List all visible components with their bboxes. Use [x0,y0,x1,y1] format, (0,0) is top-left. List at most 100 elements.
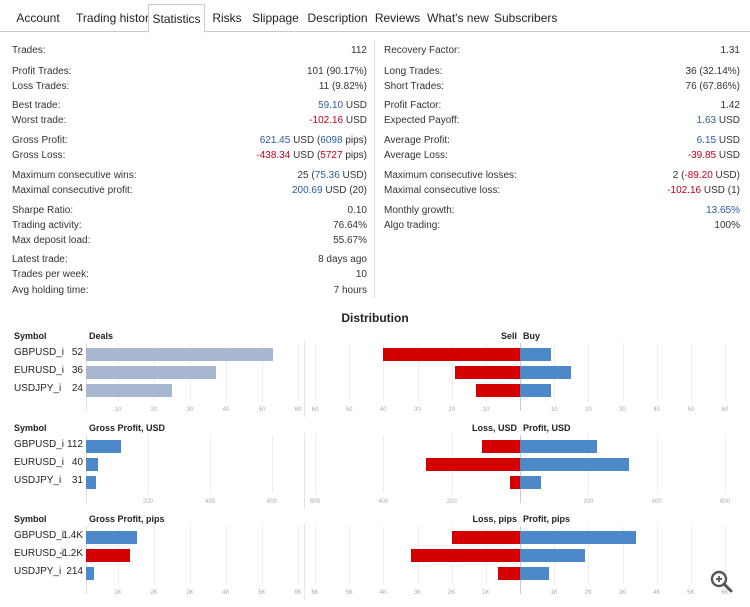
left-chart-title: Gross Profit, USD [89,423,166,433]
gridline [690,526,692,584]
stat-row: Recovery Factor: 1.31 [384,44,740,58]
symbol-count: -1.2K [59,548,83,559]
right-tick-label: 5K [345,590,353,596]
gridline [298,343,299,401]
gridline [148,435,149,493]
tab-slippage[interactable]: Slippage [252,11,299,25]
gridline [725,526,726,584]
right-tick-label: 10 [550,407,558,413]
stat-label: Maximal consecutive profit: [12,185,133,196]
right-tick-label: 4K [652,590,661,596]
left-tick-label: 5K [258,590,266,596]
right-tick-label: 400 [378,499,389,505]
stat-row: Monthly growth: 13.65% [384,204,740,218]
left-bar [86,348,274,361]
stat-label: Long Trades: [384,66,443,77]
tab-description[interactable]: Description [307,11,368,25]
stat-value: 101 (90.17%) [306,66,367,77]
stat-value: 25 (75.36 USD) [297,170,368,181]
right-tick-label: 20 [584,407,592,413]
buy-title: Buy [523,331,541,341]
stat-row: Maximum consecutive losses: 2 (-89.20 USD… [384,169,740,183]
stat-row: Best trade: 59.10 USD [12,99,367,113]
sell-title: Sell [500,331,517,341]
sell-title: Loss, pips [472,514,517,524]
gridline [383,526,385,584]
stat-label: Expected Payoff: [384,115,460,126]
buy-title: Profit, pips [523,514,570,524]
left-tick-label: 10 [114,407,122,413]
left-tick-label: 2K [150,590,158,596]
left-tick-label: 1K [114,590,122,596]
tab-risks[interactable]: Risks [212,11,242,25]
right-tick-label: 200 [446,499,457,505]
left-bar [86,440,122,453]
gridline [315,343,316,401]
stat-label: Loss Trades: [12,81,70,92]
gridline [315,435,316,493]
stat-value: 59.10 USD [318,100,367,111]
zoom-icon[interactable] [708,568,734,594]
gridline [349,526,351,584]
gridline [190,526,191,584]
sell-bar [426,458,520,471]
gridline [690,343,692,401]
right-tick-label: 2K [584,590,592,596]
sell-title: Loss, USD [471,423,517,433]
right-tick-label: 4K [379,590,387,596]
symbol-count: 52 [71,347,83,358]
tab-trading-history[interactable]: Trading history [76,11,155,25]
left-tick-label: 600 [266,499,278,505]
symbol-count: 1.4K [62,530,83,541]
left-tick-label: 400 [204,499,216,505]
stat-value: -102.16 USD [309,115,367,126]
stat-value: 11 (9.82%) [318,81,367,92]
stat-value: 1.63 USD [696,115,740,126]
right-tick-label: 3K [413,590,422,596]
buy-bar [520,549,585,562]
stat-value: 10 [355,269,367,280]
gridline [656,343,658,401]
tab-subscribers[interactable]: Subscribers [494,11,558,25]
left-chart-title: Gross Profit, pips [89,514,165,524]
symbol-count: 31 [71,475,83,486]
stat-row: Maximal consecutive profit: 200.69 USD (2… [12,184,367,198]
column-divider [374,40,375,298]
sell-bar [383,348,520,361]
stat-row: Maximum consecutive wins: 25 (75.36 USD) [12,169,367,183]
stat-row: Latest trade: 8 days ago [12,253,367,267]
left-tick-label: 30 [186,407,194,413]
stat-row: Profit Trades: 101 (90.17%) [12,65,367,79]
stat-row: Profit Factor: 1.42 [384,99,740,113]
tab-what-s-new[interactable]: What's new [427,11,489,25]
symbol-label: EURUSD_i [14,548,65,559]
stat-row: Avg holding time: 7 hours [12,284,367,298]
stat-label: Algo trading: [384,220,441,231]
symbol-header: Symbol [14,514,47,524]
tab-reviews[interactable]: Reviews [374,11,421,25]
right-tick-label: 20 [448,407,455,413]
symbol-label: EURUSD_i [14,365,65,376]
right-tick-label: 30 [414,407,421,413]
stat-row: Algo trading: 100% [384,219,740,233]
right-tick-label: 3K [618,590,627,596]
stat-label: Max deposit load: [12,235,91,246]
gridline [154,526,155,584]
left-tick-label: 6K [294,590,302,596]
stat-row: Gross Loss: -438.34 USD (5727 pips) [12,149,367,163]
left-bar [86,458,99,471]
symbol-count: 214 [66,566,83,577]
stat-value: 6.15 USD [696,135,740,146]
stat-label: Short Trades: [384,81,445,92]
tab-account[interactable]: Account [16,11,60,25]
stat-row: Short Trades: 76 (67.86%) [384,80,740,94]
sell-bar [451,531,520,544]
symbol-count: 36 [71,365,83,376]
tab-statistics[interactable]: Statistics [148,4,205,33]
stat-label: Maximal consecutive loss: [384,185,501,196]
sell-bar [475,384,520,397]
right-tick-label: 30 [619,407,626,413]
gridline [298,526,299,584]
gridline [315,526,316,584]
right-tick-label: 6K [311,590,319,596]
